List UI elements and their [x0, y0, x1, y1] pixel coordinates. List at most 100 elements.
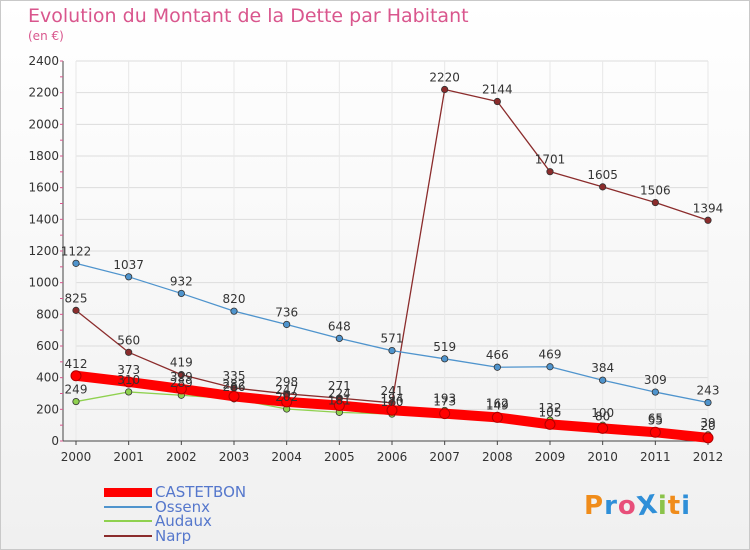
data-point-narp — [546, 168, 554, 176]
data-point-castetbon — [228, 390, 240, 402]
data-point-castetbon — [386, 404, 398, 416]
data-point-ossenx — [704, 398, 712, 407]
data-label-narp: 1506 — [640, 184, 671, 198]
data-label-ossenx: 571 — [381, 332, 404, 346]
y-tick-label: 0 — [51, 434, 59, 448]
x-tick-label: 2005 — [324, 450, 355, 464]
data-label-ossenx: 466 — [486, 348, 509, 362]
data-point-audaux — [125, 388, 133, 396]
data-label-audaux: 181 — [328, 393, 351, 407]
data-label-castetbon: 105 — [539, 405, 562, 419]
data-label-narp: 2144 — [482, 83, 513, 97]
data-label-castetbon: 282 — [223, 377, 246, 391]
y-tick-label: 1400 — [28, 212, 59, 226]
data-label-ossenx: 469 — [539, 348, 562, 362]
x-tick-label: 2007 — [429, 450, 460, 464]
data-label-castetbon: 194 — [381, 391, 404, 405]
data-label-ossenx: 736 — [275, 305, 298, 319]
data-label-castetbon: 80 — [595, 409, 610, 423]
x-tick-label: 2008 — [482, 450, 513, 464]
y-tick-label: 400 — [36, 371, 59, 385]
data-point-narp — [651, 198, 659, 207]
data-label-audaux: 249 — [65, 383, 88, 397]
data-point-castetbon — [281, 396, 293, 408]
data-point-narp — [704, 216, 712, 224]
y-tick-label: 2400 — [28, 54, 59, 68]
data-label-castetbon: 173 — [433, 395, 456, 409]
data-point-ossenx — [230, 307, 238, 315]
x-tick-label: 2006 — [377, 450, 408, 464]
data-label-castetbon: 412 — [65, 357, 88, 371]
data-point-ossenx — [125, 273, 133, 281]
data-label-narp: 419 — [170, 356, 193, 370]
data-point-castetbon — [597, 422, 609, 434]
y-tick-label: 1600 — [28, 181, 59, 195]
data-label-audaux: 202 — [275, 390, 298, 404]
data-label-narp: 298 — [275, 375, 298, 389]
y-tick-label: 200 — [36, 402, 59, 416]
data-point-castetbon — [70, 370, 82, 382]
data-point-castetbon — [702, 432, 714, 444]
unit-label: (en €) — [28, 29, 64, 43]
x-tick-label: 2002 — [166, 450, 197, 464]
y-tick-label: 600 — [36, 339, 59, 353]
data-label-audaux: 65 — [648, 412, 663, 426]
data-point-castetbon — [439, 408, 451, 420]
data-point-castetbon — [333, 400, 345, 412]
data-label-narp: 335 — [223, 369, 246, 383]
legend-label: CASTETBON — [155, 483, 247, 501]
data-point-ossenx — [493, 363, 501, 371]
y-tick-label: 1800 — [28, 149, 59, 163]
y-tick-label: 2200 — [28, 86, 59, 100]
data-label-audaux: 162 — [486, 396, 509, 410]
data-label-audaux: 39 — [700, 416, 715, 430]
data-label-audaux: 100 — [591, 406, 614, 420]
data-point-ossenx — [651, 388, 659, 396]
x-tick-label: 2009 — [535, 450, 566, 464]
data-label-ossenx: 519 — [433, 340, 456, 354]
data-label-audaux: 266 — [223, 380, 246, 394]
data-label-castetbon: 373 — [117, 363, 140, 377]
data-label-narp: 241 — [381, 384, 404, 398]
data-point-ossenx — [335, 334, 343, 342]
data-label-ossenx: 820 — [223, 292, 246, 306]
data-label-audaux: 310 — [117, 373, 140, 387]
data-point-narp — [125, 348, 133, 356]
data-label-audaux: 132 — [539, 401, 562, 415]
chart-title: Evolution du Montant de la Dette par Hab… — [28, 5, 469, 27]
data-label-castetbon: 55 — [648, 413, 663, 427]
y-tick-label: 1000 — [28, 276, 59, 290]
data-label-audaux: 193 — [433, 391, 456, 405]
data-label-audaux: 170 — [381, 395, 404, 409]
data-point-ossenx — [599, 376, 607, 384]
data-point-narp — [177, 371, 185, 379]
y-tick-label: 1200 — [28, 244, 59, 258]
y-tick-label: 800 — [36, 307, 59, 321]
data-point-castetbon — [491, 411, 503, 423]
data-point-castetbon — [123, 376, 135, 388]
x-tick-label: 2000 — [61, 450, 92, 464]
data-label-castetbon: 20 — [700, 419, 715, 433]
data-point-ossenx — [546, 363, 554, 371]
legend-swatch — [104, 520, 152, 522]
data-label-narp: 2220 — [429, 71, 460, 85]
data-label-narp: 1394 — [693, 201, 724, 215]
data-label-castetbon: 224 — [328, 387, 351, 401]
data-point-castetbon — [544, 418, 556, 430]
data-label-ossenx: 1037 — [113, 258, 144, 272]
data-label-narp: 560 — [117, 333, 140, 347]
x-tick-label: 2001 — [113, 450, 144, 464]
x-tick-label: 2003 — [219, 450, 250, 464]
x-tick-label: 2010 — [587, 450, 618, 464]
data-point-ossenx — [441, 355, 449, 363]
legend-swatch — [104, 534, 152, 537]
data-label-audaux: 289 — [170, 376, 193, 390]
data-point-ossenx — [283, 320, 291, 329]
proxiti-logo: ProXiti — [584, 489, 692, 523]
data-label-castetbon: 149 — [486, 398, 509, 412]
data-label-ossenx: 932 — [170, 274, 193, 288]
data-label-ossenx: 1122 — [61, 244, 92, 258]
data-label-ossenx: 384 — [591, 361, 614, 375]
data-point-narp — [493, 97, 501, 106]
